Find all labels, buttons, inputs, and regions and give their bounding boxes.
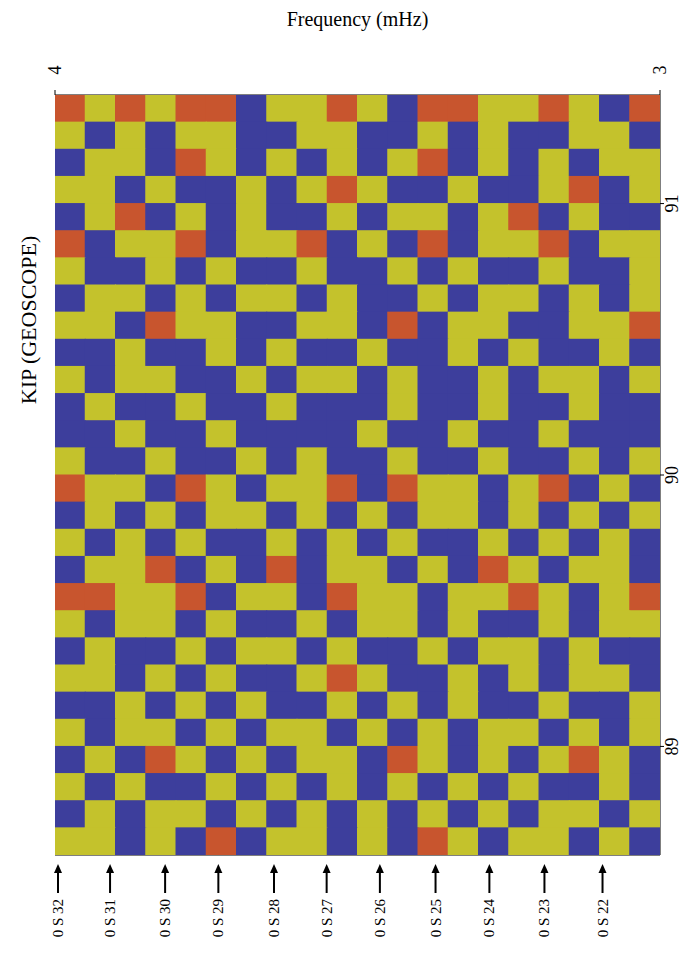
svg-text:0 S 22: 0 S 22 <box>595 899 611 937</box>
svg-text:0 S 29: 0 S 29 <box>210 899 226 937</box>
svg-text:4: 4 <box>45 66 65 75</box>
svg-text:0 S 25: 0 S 25 <box>428 899 444 937</box>
svg-text:89: 89 <box>662 737 682 755</box>
svg-text:0 S 23: 0 S 23 <box>536 899 552 937</box>
svg-text:0 S 24: 0 S 24 <box>481 899 497 938</box>
svg-text:0 S 30: 0 S 30 <box>157 899 173 937</box>
svg-text:0 S 32: 0 S 32 <box>50 899 66 937</box>
html-text:Frequency (mHz): Frequency (mHz) <box>286 8 429 30</box>
svg-text:0 S 31: 0 S 31 <box>102 899 118 937</box>
svg-text:0 S 27: 0 S 27 <box>319 899 335 938</box>
svg-text:0 S 28: 0 S 28 <box>266 899 282 937</box>
svg-text:0 S 26: 0 S 26 <box>372 899 388 938</box>
svg-text:3: 3 <box>650 66 670 75</box>
svg-text:90: 90 <box>662 466 682 484</box>
svg-text:KIP (GEOSCOPE): KIP (GEOSCOPE) <box>16 236 41 404</box>
svg-text:91: 91 <box>662 195 682 213</box>
